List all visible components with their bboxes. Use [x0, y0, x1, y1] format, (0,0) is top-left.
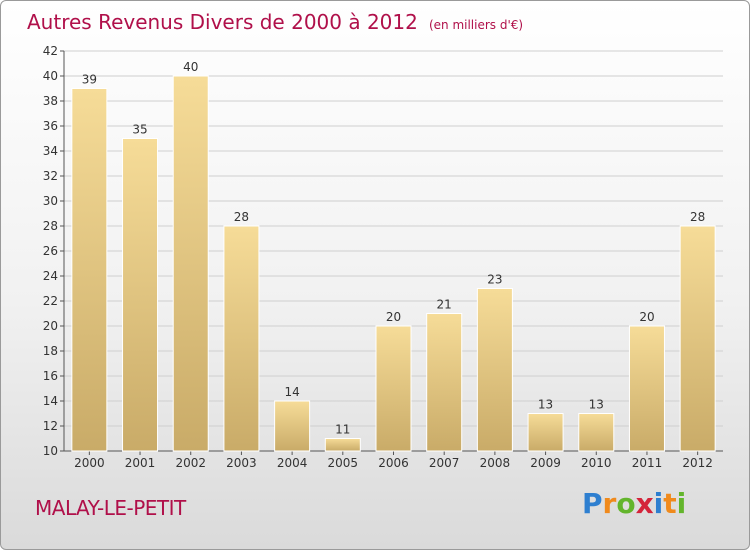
data-label-2007: 21	[437, 298, 452, 312]
y-tick-label: 38	[43, 94, 58, 108]
data-label-2010: 13	[589, 398, 604, 412]
y-tick-label: 40	[43, 69, 58, 83]
y-tick-label: 18	[43, 344, 58, 358]
data-label-2001: 35	[132, 123, 147, 137]
y-tick-label: 34	[43, 144, 58, 158]
logo-letter-4: i	[653, 487, 664, 520]
y-tick-label: 20	[43, 319, 58, 333]
x-tick-label: 2001	[125, 456, 156, 470]
x-tick-label: 2012	[682, 456, 713, 470]
y-tick-label: 22	[43, 294, 58, 308]
bar-2000	[71, 88, 108, 452]
chart-title-row: Autres Revenus Divers de 2000 à 2012 (en…	[27, 10, 523, 34]
y-tick-label: 16	[43, 369, 58, 383]
labels: 10 12 14 16 18 20 22 24 26 28 30 32 34 36 38 40 42 39 2000…	[43, 44, 713, 470]
bar-2003	[223, 225, 260, 452]
logo-letter-6: i	[676, 487, 687, 520]
x-tick-label: 2004	[277, 456, 308, 470]
y-tick-label: 42	[43, 44, 58, 58]
data-label-2006: 20	[386, 310, 401, 324]
data-label-2012: 28	[690, 210, 705, 224]
bar-2012	[679, 225, 716, 452]
y-tick-label: 32	[43, 169, 58, 183]
x-tick-label: 2003	[226, 456, 257, 470]
bar-2007	[426, 313, 463, 452]
bar-2008	[476, 288, 513, 452]
logo-letter-5: t	[663, 487, 677, 520]
x-tick-label: 2011	[632, 456, 663, 470]
x-tick-label: 2000	[74, 456, 105, 470]
x-tick-label: 2002	[175, 456, 206, 470]
x-tick-label: 2005	[328, 456, 359, 470]
data-label-2008: 23	[487, 273, 502, 287]
y-tick-label: 24	[43, 269, 58, 283]
bar-2010	[578, 413, 615, 452]
chart-subtitle: (en milliers d'€)	[428, 18, 524, 32]
y-tick-label: 36	[43, 119, 58, 133]
data-label-2004: 14	[284, 385, 299, 399]
bar-2002	[172, 75, 209, 452]
logo-letter-1: r	[602, 487, 617, 520]
x-tick-label: 2008	[480, 456, 511, 470]
proxiti-logo: Proxiti	[582, 487, 686, 520]
chart-title: Autres Revenus Divers de 2000 à 2012	[27, 10, 418, 34]
y-tick-label: 12	[43, 419, 58, 433]
bar-2006	[375, 325, 412, 452]
x-tick-label: 2007	[429, 456, 460, 470]
y-tick-label: 10	[43, 444, 58, 458]
bar-2005	[324, 438, 361, 452]
bar-2004	[274, 400, 311, 452]
y-tick-label: 30	[43, 194, 58, 208]
x-tick-label: 2006	[378, 456, 409, 470]
x-tick-label: 2009	[530, 456, 561, 470]
data-label-2011: 20	[639, 310, 654, 324]
y-tick-label: 28	[43, 219, 58, 233]
bars	[71, 75, 716, 452]
data-label-2000: 39	[82, 73, 97, 87]
logo-letter-0: P	[582, 487, 603, 520]
data-label-2009: 13	[538, 398, 553, 412]
x-tick-label: 2010	[581, 456, 612, 470]
bar-2011	[628, 325, 665, 452]
y-tick-label: 14	[43, 394, 58, 408]
town-name: MALAY-LE-PETIT	[35, 496, 186, 520]
data-label-2002: 40	[183, 60, 198, 74]
logo-letter-3: x	[635, 487, 654, 520]
y-tick-label: 26	[43, 244, 58, 258]
bar-2009	[527, 413, 564, 452]
bar-2001	[122, 138, 159, 452]
data-label-2003: 28	[234, 210, 249, 224]
logo-letter-2: o	[616, 487, 636, 520]
data-label-2005: 11	[335, 423, 350, 437]
